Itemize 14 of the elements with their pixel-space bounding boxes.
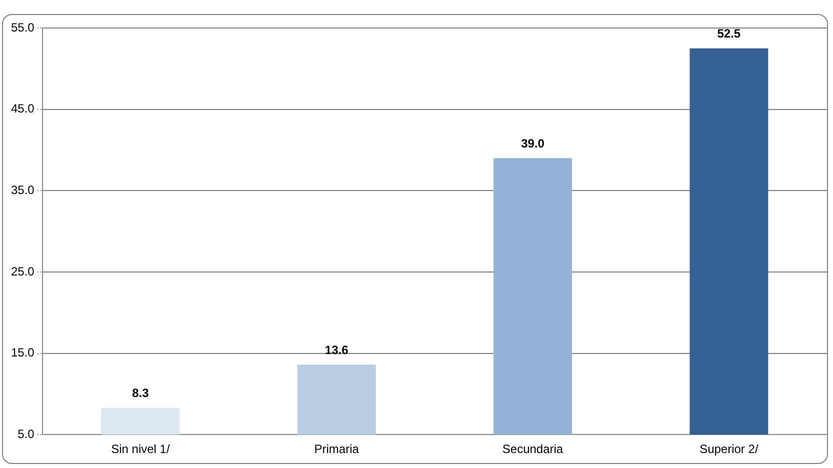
x-tick-label: Secundaria bbox=[502, 442, 564, 456]
data-label: 52.5 bbox=[717, 26, 741, 41]
x-tick-label: Primaria bbox=[314, 442, 360, 456]
y-tick-label: 5.0 bbox=[18, 426, 35, 441]
data-label: 39.0 bbox=[521, 136, 545, 150]
y-tick-label: 35.0 bbox=[10, 182, 35, 197]
y-tick-label: 45.0 bbox=[10, 102, 35, 116]
data-label: 13.6 bbox=[324, 342, 349, 357]
y-tick-label: 15.0 bbox=[10, 346, 35, 360]
y-tick-label: 55.0 bbox=[10, 20, 35, 34]
y-tick-label: 25.0 bbox=[10, 264, 35, 278]
x-tick-label: Superior 2/ bbox=[700, 442, 759, 456]
data-label: 8.3 bbox=[132, 386, 150, 400]
x-tick-label: Sin nivel 1/ bbox=[111, 442, 170, 456]
